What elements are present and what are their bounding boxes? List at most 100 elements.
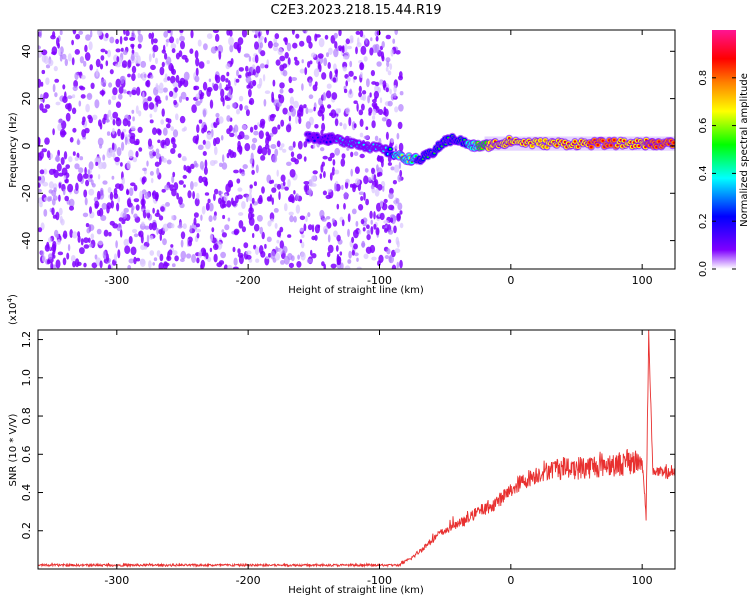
noise-cell [109,69,114,75]
noise-cell [366,230,370,235]
noise-cell [249,97,255,106]
noise-cell [314,33,318,42]
noise-cell [128,129,132,134]
noise-cell [224,97,231,101]
noise-cell [94,254,98,260]
noise-cell [255,258,260,263]
noise-cell [151,221,157,231]
noise-cell [203,166,208,175]
noise-cell [350,168,354,177]
noise-cell [97,174,101,180]
noise-cell [196,257,200,264]
noise-cell [141,71,147,81]
noise-cell [161,49,166,54]
noise-cell [226,128,231,135]
noise-cell [384,108,389,117]
noise-cell [288,76,293,84]
noise-cell [139,190,143,200]
y-tick-label: 0.6 [20,446,33,464]
noise-cell [241,171,246,177]
noise-cell [286,161,292,166]
noise-cell [195,67,199,77]
noise-cell [334,147,341,156]
noise-cell [258,130,264,140]
noise-cell [284,52,289,59]
noise-cell [300,251,306,261]
noise-cell [159,253,164,262]
noise-cell [38,78,42,88]
figure-title: C2E3.2023.218.15.44.R19 [270,3,441,18]
noise-cell [65,164,70,170]
noise-cell [360,45,367,56]
noise-cell [57,119,63,124]
noise-cell [376,30,381,36]
noise-cell [120,162,123,167]
noise-cell [202,109,207,118]
noise-cell [225,78,229,83]
noise-cell [290,107,296,117]
noise-cell [59,54,63,62]
noise-cell [358,91,362,98]
noise-cell [39,103,44,111]
noise-cell [139,258,146,267]
noise-cell [209,247,213,253]
noise-cell [77,231,81,238]
noise-cell [174,255,179,262]
noise-cell [143,245,148,250]
noise-cell [162,127,168,136]
noise-cell [71,107,77,115]
noise-cell [370,70,375,77]
noise-cell [348,116,352,127]
noise-cell [195,57,200,67]
noise-cell [133,213,138,219]
signal-cell [613,138,616,142]
noise-cell [72,127,77,133]
noise-cell [111,142,115,151]
noise-cell [311,253,317,259]
noise-cell [84,52,91,61]
noise-cell [51,51,57,55]
noise-cell [111,127,115,135]
noise-cell [297,254,300,260]
noise-cell [345,38,350,45]
noise-cell [385,66,389,72]
noise-cell [180,239,184,248]
noise-cell [339,122,343,127]
noise-cell [87,237,91,243]
noise-cell [299,215,306,221]
noise-cell [251,197,255,204]
noise-cell [192,191,196,200]
noise-cell [123,89,127,94]
noise-cell [164,73,168,81]
noise-cell [44,104,51,109]
noise-cell [254,246,260,255]
noise-cell [129,91,132,98]
noise-cell [395,143,398,150]
noise-cell [382,185,385,192]
noise-cell [216,262,223,268]
noise-cell [282,181,286,187]
noise-cell [220,88,225,98]
noise-cell [148,102,155,110]
noise-cell [123,30,126,35]
noise-cell [378,109,384,115]
noise-cell [180,40,185,50]
noise-cell [320,129,324,136]
noise-cell [39,93,44,102]
noise-cell [180,231,186,240]
noise-cell [200,264,203,269]
noise-cell [88,41,93,51]
noise-cell [228,149,232,156]
noise-cell [207,198,211,204]
noise-cell [69,205,74,211]
noise-cell [195,137,199,145]
noise-cell [147,138,153,147]
noise-cell [372,99,377,103]
noise-cell [361,103,365,111]
noise-cell [279,247,283,255]
noise-cell [164,52,168,60]
noise-cell [88,188,95,196]
noise-cell [156,227,159,235]
noise-cell [202,139,206,145]
noise-cell [137,30,141,36]
